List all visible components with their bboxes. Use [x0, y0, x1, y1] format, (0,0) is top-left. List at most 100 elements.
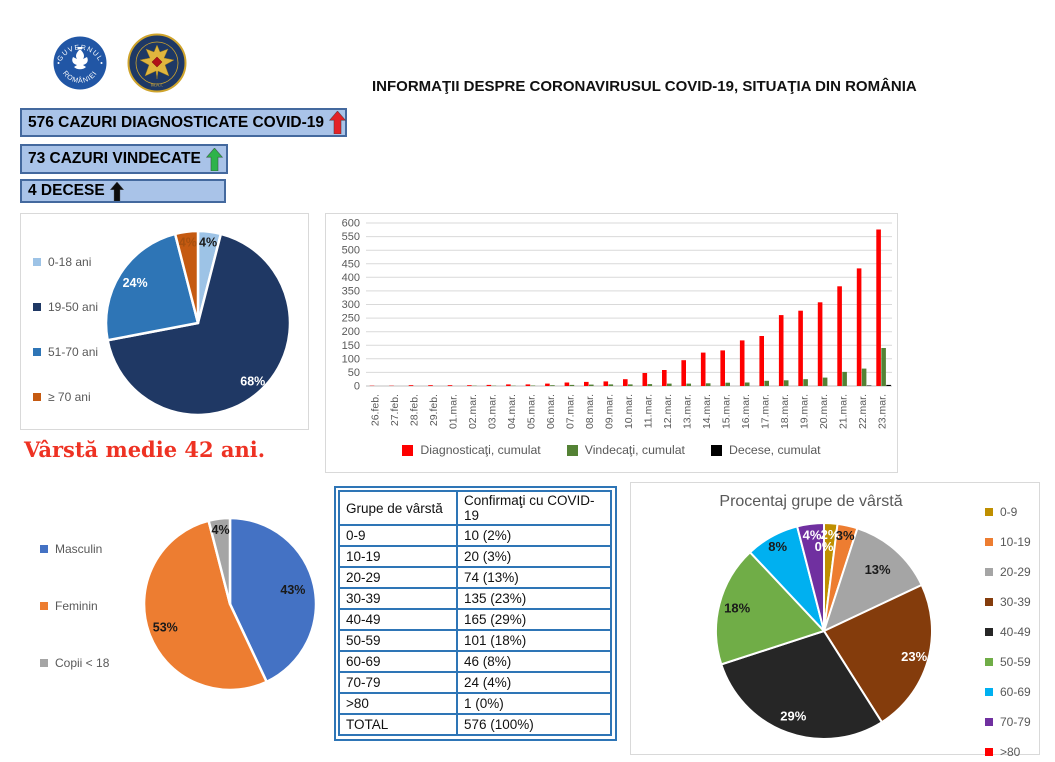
legend-label: 51-70 ani: [48, 345, 99, 359]
bar-0-22: [798, 310, 803, 386]
table-cell: 70-79: [338, 671, 458, 694]
bar-0-16: [681, 360, 686, 386]
x-tick-label-20: 17.mar.: [759, 394, 771, 429]
y-tick-label: 450: [342, 258, 360, 270]
legend-item-0: 0-18 ani: [33, 255, 98, 269]
column-header: Confirmaţi cu COVID-19: [456, 490, 612, 526]
bar-legend-item-1: Vindecaţi, cumulat: [566, 443, 685, 457]
legend-swatch: [33, 393, 41, 401]
x-tick-label-15: 12.mar.: [662, 394, 674, 429]
legend-item-1: 10-19: [985, 535, 1031, 549]
table-cell: 60-69: [338, 650, 458, 673]
x-tick-label-6: 03.mar.: [487, 394, 499, 429]
legend-item-8: >80: [985, 745, 1031, 759]
x-tick-label-5: 02.mar.: [467, 394, 479, 429]
y-tick-label: 0: [354, 381, 360, 393]
slice-label-0: 2%: [821, 527, 840, 542]
cumulative-bar-chart: 0 50 100 150 200 250 300 350 400 450 500 550 600 26.f…: [326, 214, 897, 475]
x-tick-label-19: 16.mar.: [740, 394, 752, 429]
slice-label-0: 43%: [280, 583, 305, 597]
up-arrow-icon: [328, 111, 346, 134]
legend-item-1: 19-50 ani: [33, 300, 98, 314]
bar-1-20: [764, 380, 769, 386]
x-tick-label-3: 29.feb.: [428, 394, 440, 426]
slice-label-7: 4%: [803, 528, 822, 543]
legend-label: 70-79: [1000, 715, 1031, 729]
slice-label-0: 4%: [199, 236, 217, 250]
y-tick-label: 100: [342, 353, 360, 365]
table-cell: 0-9: [338, 524, 458, 547]
stat-box-1: 73 CAZURI VINDECATE: [20, 144, 228, 174]
table-row: 70-79 24 (4%): [338, 671, 612, 694]
pie-slice-7: [796, 522, 825, 632]
bar-chart-legend: Diagnosticaţi, cumulat Vindecaţi, cumulat…: [326, 443, 897, 457]
x-tick-label-1: 27.feb.: [389, 394, 401, 426]
legend-item-2: 20-29: [985, 565, 1031, 579]
x-tick-label-23: 20.mar.: [818, 394, 830, 429]
legend-label: Vindecaţi, cumulat: [584, 443, 685, 457]
bar-1-19: [744, 382, 750, 386]
x-tick-label-2: 28.feb.: [409, 394, 421, 426]
legend-item-6: 60-69: [985, 685, 1031, 699]
table-cell: 10-19: [338, 545, 458, 568]
guvernul-romaniei-logo-icon: GUVERNUL ROMÂNIEI: [53, 36, 107, 90]
legend-swatch: [566, 444, 578, 456]
y-tick-label: 200: [342, 326, 360, 338]
legend-swatch: [985, 628, 993, 636]
legend-swatch: [710, 444, 722, 456]
pie-slice-1: [142, 519, 268, 692]
legend-swatch: [985, 598, 993, 606]
legend-label: 19-50 ani: [48, 300, 99, 314]
legend-swatch: [40, 602, 48, 610]
age-pie-panel: 0-18 ani 19-50 ani 51-70 ani ≥ 70 ani 4% 68%…: [20, 213, 309, 430]
slice-label-1: 3%: [836, 528, 855, 543]
pie1-svg-svg: 4% 68% 24% 4%: [104, 229, 292, 417]
legend-item-1: Feminin: [40, 599, 109, 613]
x-tick-label-0: 26.feb.: [370, 394, 382, 426]
pie-slice-1: [106, 232, 292, 417]
bar-1-9: [550, 385, 555, 386]
legend-label: Copii < 18: [55, 656, 110, 670]
bar-0-7: [506, 384, 511, 386]
x-tick-label-25: 22.mar.: [857, 394, 869, 429]
y-tick-label: 350: [342, 285, 360, 297]
bar-0-17: [700, 352, 706, 386]
x-tick-label-18: 15.mar.: [720, 394, 732, 429]
table-cell: 74 (13%): [456, 566, 612, 589]
gender-pie-legend: Masculin Feminin Copii < 18: [40, 542, 109, 670]
column-header: Grupe de vârstă: [338, 490, 458, 526]
up-arrow-icon: [109, 181, 124, 201]
table-cell: >80: [338, 692, 458, 715]
y-tick-label: 50: [348, 367, 360, 379]
pie-slice-2: [823, 527, 923, 632]
bar-1-23: [822, 377, 828, 386]
legend-label: Feminin: [55, 599, 98, 613]
bar-0-23: [817, 302, 823, 386]
table-row: 60-69 46 (8%): [338, 650, 612, 673]
table-cell: 20-29: [338, 566, 458, 589]
pie-slice-3: [823, 584, 933, 724]
bar-1-16: [686, 383, 691, 386]
slice-label-1: 68%: [240, 374, 265, 388]
legend-item-2: 51-70 ani: [33, 345, 98, 359]
table-cell: 46 (8%): [456, 650, 612, 673]
legend-item-0: Masculin: [40, 542, 109, 556]
pie-slice-0: [228, 516, 318, 684]
table-cell: 20 (3%): [456, 545, 612, 568]
legend-swatch: [402, 444, 414, 456]
bar-0-24: [837, 286, 842, 386]
table-cell: 24 (4%): [456, 671, 612, 694]
table-cell: 10 (2%): [456, 524, 612, 547]
table-row: 50-59 101 (18%): [338, 629, 612, 652]
x-tick-label-16: 13.mar.: [681, 394, 693, 429]
bar-1-11: [589, 384, 594, 386]
dsu-logo-icon: M.A.I.: [127, 33, 187, 93]
age-table: Grupe de vârstă Confirmaţi cu COVID-19 0-9…: [338, 490, 612, 736]
bar-0-6: [486, 384, 492, 386]
x-tick-label-21: 18.mar.: [779, 394, 791, 429]
slice-label-2: 13%: [865, 562, 891, 577]
x-tick-label-8: 05.mar.: [526, 394, 538, 429]
x-tick-label-17: 14.mar.: [701, 394, 713, 429]
legend-label: 0-18 ani: [48, 255, 92, 269]
